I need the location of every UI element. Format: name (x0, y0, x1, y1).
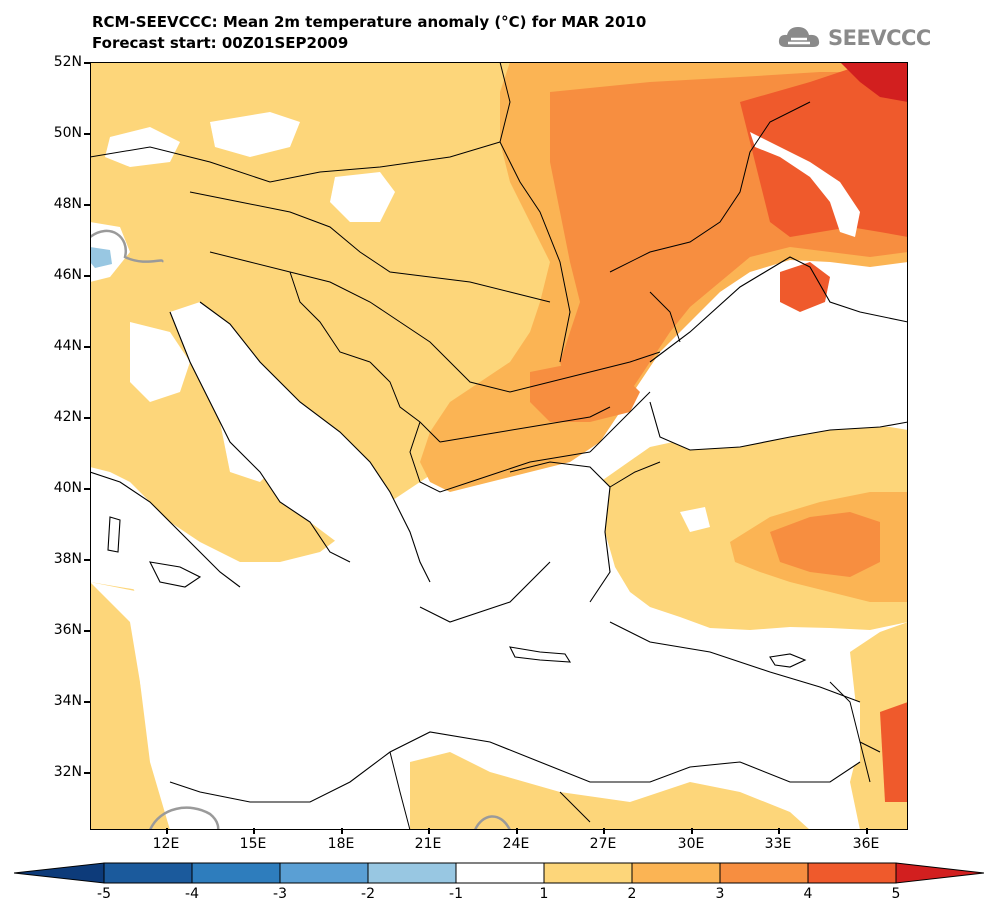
lon-tick (516, 828, 518, 834)
lat-label: 52N (53, 54, 82, 70)
seevccc-logo: SEEVCCC (776, 22, 931, 54)
lon-tick (428, 828, 430, 834)
lon-tick (691, 828, 693, 834)
anomaly-zone-negative-alps (90, 247, 112, 268)
lat-label: 48N (53, 196, 82, 212)
lat-tick (84, 417, 90, 419)
country-borders (90, 62, 881, 830)
lat-label: 40N (53, 480, 82, 496)
neutral-patch-anatolia (680, 507, 710, 532)
lon-label: 18E (327, 836, 355, 852)
anomaly-zone-1-2-libya (90, 572, 170, 830)
lon-label: 15E (239, 836, 267, 852)
colorbar-bin (103, 862, 193, 884)
colorbar-bin (807, 862, 897, 884)
colorbar-bin (191, 862, 281, 884)
zero-contour-libya (148, 806, 220, 830)
zero-contour-egypt (473, 815, 512, 830)
lat-label: 32N (53, 764, 82, 780)
anomaly-zone-3-4-romania (530, 362, 640, 422)
cloud-icon (778, 27, 820, 47)
lon-label: 24E (502, 836, 530, 852)
adriatic-sea (170, 302, 430, 602)
lat-label: 44N (53, 338, 82, 354)
lon-tick (341, 828, 343, 834)
colorbar-label: -5 (97, 886, 111, 902)
black-sea (650, 257, 908, 450)
lat-tick (84, 559, 90, 561)
colorbar-bin (367, 862, 457, 884)
lat-tick (84, 488, 90, 490)
neutral-patch-italy-north (130, 322, 190, 402)
colorbar-over-arrow (895, 862, 984, 884)
anomaly-zone-4-5-israel (880, 702, 908, 802)
lon-tick (166, 828, 168, 834)
lon-label: 36E (852, 836, 880, 852)
lon-tick (253, 828, 255, 834)
title-line-1: RCM-SEEVCCC: Mean 2m temperature anomaly… (92, 13, 647, 31)
colorbar-bin (719, 862, 809, 884)
tyrrhenian-sea (90, 472, 240, 607)
anomaly-zone-over-5-corner (840, 62, 908, 102)
lat-label: 46N (53, 267, 82, 283)
colorbar-label: 3 (715, 886, 725, 902)
neutral-patch-poland (210, 112, 300, 157)
lat-label: 36N (53, 622, 82, 638)
neutral-patch-czechia (105, 127, 180, 167)
colorbar-bin (631, 862, 721, 884)
lat-label: 34N (53, 693, 82, 709)
colorbar-label: -1 (449, 886, 463, 902)
lat-tick (84, 630, 90, 632)
coastlines (90, 256, 908, 803)
lon-tick (866, 828, 868, 834)
colorbar-label: 4 (803, 886, 813, 902)
chart-title: RCM-SEEVCCC: Mean 2m temperature anomaly… (92, 12, 646, 54)
lon-label: 21E (414, 836, 442, 852)
lat-tick (84, 275, 90, 277)
lat-tick (84, 133, 90, 135)
anomaly-map (90, 62, 908, 830)
lat-tick (84, 772, 90, 774)
lat-tick (84, 346, 90, 348)
colorbar-label: -2 (361, 886, 375, 902)
aegean-sea (495, 462, 610, 602)
title-line-2: Forecast start: 00Z01SEP2009 (92, 34, 349, 52)
neutral-patch-ukraine-streak (750, 132, 860, 237)
lon-label: 12E (152, 836, 180, 852)
colorbar (14, 862, 984, 884)
anomaly-zone-4-5-crimea (780, 262, 830, 312)
map-panel (90, 62, 908, 830)
colorbar-under-arrow (14, 862, 105, 884)
lat-label: 38N (53, 551, 82, 567)
colorbar-label: 2 (627, 886, 637, 902)
anomaly-zone-1-2-egypt (410, 752, 810, 830)
zero-contour-alps (90, 229, 164, 263)
lon-tick (603, 828, 605, 834)
lat-tick (84, 701, 90, 703)
anomaly-zone-4-5-northeast (740, 62, 908, 237)
anomaly-zone-3-4-central-turkey (770, 512, 880, 577)
colorbar-bin (455, 862, 545, 884)
colorbar-label: 5 (891, 886, 901, 902)
colorbar-label: -4 (185, 886, 199, 902)
lat-tick (84, 62, 90, 64)
lon-label: 30E (677, 836, 705, 852)
colorbar-label: -3 (273, 886, 287, 902)
lon-label: 27E (589, 836, 617, 852)
neutral-patch-italy-south (220, 422, 280, 482)
lat-label: 50N (53, 125, 82, 141)
logo-text: SEEVCCC (828, 26, 931, 50)
neutral-patch-slovakia (330, 172, 395, 222)
mediterranean-sea (90, 562, 860, 802)
colorbar-label: 1 (539, 886, 549, 902)
lon-label: 33E (764, 836, 792, 852)
lat-tick (84, 204, 90, 206)
lat-label: 42N (53, 409, 82, 425)
lon-tick (778, 828, 780, 834)
colorbar-bin (279, 862, 369, 884)
colorbar-bin (543, 862, 633, 884)
